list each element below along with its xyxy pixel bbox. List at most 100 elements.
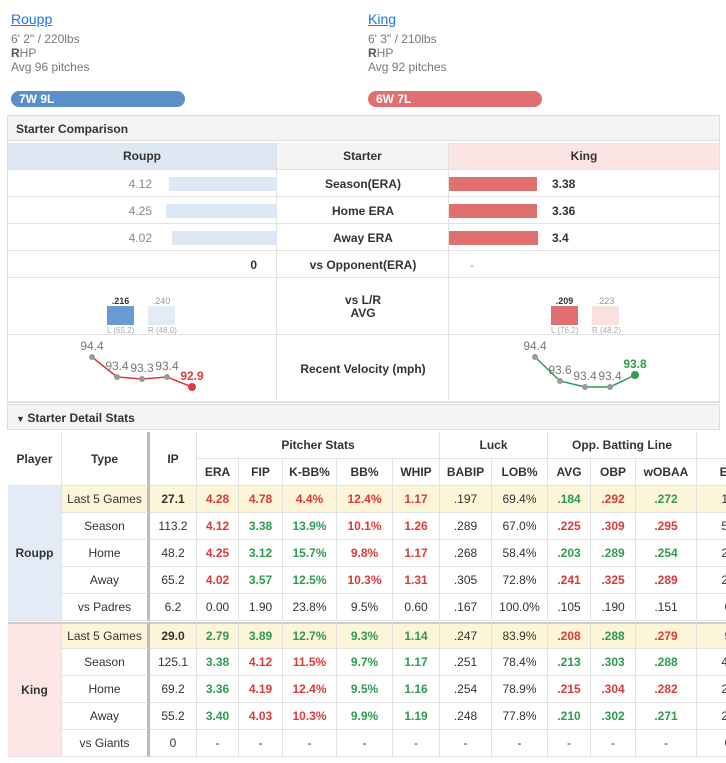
stat-cell: - bbox=[393, 730, 440, 757]
comparison-cell bbox=[277, 224, 449, 251]
stat-cell: .184 bbox=[548, 486, 591, 513]
header-cell: K-BB% bbox=[283, 459, 337, 486]
stat-cell: .271 bbox=[636, 703, 697, 730]
comparison-value: 3.38 bbox=[552, 177, 576, 191]
stat-cell: .151 bbox=[636, 594, 697, 621]
collapse-icon[interactable]: ▼ bbox=[16, 414, 28, 424]
stat-cell: .254 bbox=[636, 540, 697, 567]
comparison-cell bbox=[449, 197, 720, 224]
split-pa: R (48.2) bbox=[592, 326, 621, 335]
stat-cell: 15.7% bbox=[283, 540, 337, 567]
header-cell: BB% bbox=[337, 459, 393, 486]
ip-cell: 0 bbox=[150, 730, 197, 757]
section-header: ▼ Starter Detail Stats bbox=[7, 404, 720, 430]
stat-cell: 13 bbox=[697, 486, 726, 513]
pitcher-avg-pitches: Avg 96 pitches bbox=[11, 60, 90, 74]
stat-cell: .302 bbox=[591, 703, 636, 730]
stat-cell: 3.36 bbox=[197, 676, 239, 703]
pitcher-hand: RHP bbox=[11, 46, 36, 60]
stat-cell: .305 bbox=[440, 567, 492, 594]
comparison-value: 4.25 bbox=[128, 204, 152, 218]
stat-cell: 47 bbox=[697, 649, 726, 676]
stat-cell: .190 bbox=[591, 594, 636, 621]
ip-cell: 113.2 bbox=[150, 513, 197, 540]
stat-cell: .289 bbox=[636, 567, 697, 594]
stat-cell: 0 bbox=[697, 594, 726, 621]
stat-cell: 9.5% bbox=[337, 594, 393, 621]
stat-cell: 4.12 bbox=[239, 649, 283, 676]
stat-cell: 100.0% bbox=[492, 594, 548, 621]
stat-cell: 4.25 bbox=[197, 540, 239, 567]
pitcher-hand: RHP bbox=[368, 46, 393, 60]
text: vs L/R bbox=[344, 293, 381, 307]
stat-cell: 12.4% bbox=[283, 676, 337, 703]
split-avg: .223 bbox=[596, 296, 615, 306]
stat-cell: 26 bbox=[697, 676, 726, 703]
stat-cell: 67.0% bbox=[492, 513, 548, 540]
header-cell: ER bbox=[697, 459, 726, 486]
split-bar bbox=[592, 306, 619, 325]
ip-cell: 27.1 bbox=[150, 486, 197, 513]
stat-cell: - bbox=[492, 730, 548, 757]
stat-cell: - bbox=[591, 730, 636, 757]
ip-cell: 6.2 bbox=[150, 594, 197, 621]
stat-cell: 1.19 bbox=[393, 703, 440, 730]
pitcher-name[interactable]: King bbox=[368, 11, 397, 27]
header-cell: wOBAA bbox=[636, 459, 697, 486]
split-avg: .216 bbox=[111, 296, 130, 306]
stat-cell: 29 bbox=[697, 567, 726, 594]
header-cell: Type bbox=[62, 432, 150, 486]
stat-cell: 69.4% bbox=[492, 486, 548, 513]
type-cell: Last 5 Games bbox=[62, 622, 150, 649]
header-cell: Player bbox=[8, 432, 62, 486]
comparison-cell bbox=[8, 278, 277, 335]
stat-cell: .279 bbox=[636, 622, 697, 649]
stat-cell: 1.26 bbox=[393, 513, 440, 540]
stat-cell: - bbox=[636, 730, 697, 757]
stat-cell: 10.3% bbox=[283, 703, 337, 730]
stat-cell: 1.14 bbox=[393, 622, 440, 649]
ip-cell: 125.1 bbox=[150, 649, 197, 676]
comparison-bar bbox=[449, 231, 538, 245]
stat-cell: 3.38 bbox=[239, 513, 283, 540]
stat-cell: .268 bbox=[440, 540, 492, 567]
stat-cell: .225 bbox=[548, 513, 591, 540]
text: HP bbox=[19, 46, 37, 60]
stat-cell: .289 bbox=[591, 540, 636, 567]
section-header: Starter Comparison bbox=[7, 115, 720, 141]
comparison-cell bbox=[449, 278, 720, 335]
ip-cell: 69.2 bbox=[150, 676, 197, 703]
stat-cell: 9.3% bbox=[337, 622, 393, 649]
player-cell: Roupp bbox=[8, 486, 62, 621]
comparison-value: 0 bbox=[250, 258, 257, 272]
stat-cell: .105 bbox=[548, 594, 591, 621]
stat-cell: .309 bbox=[591, 513, 636, 540]
type-cell: vs Giants bbox=[62, 730, 150, 757]
record-pill: 6W 7L bbox=[368, 91, 542, 107]
split-pa: R (48.0) bbox=[148, 326, 177, 335]
comparison-cell bbox=[277, 251, 449, 278]
stat-cell: .254 bbox=[440, 676, 492, 703]
pitcher-size: 6' 3" / 210lbs bbox=[368, 32, 437, 46]
type-cell: Last 5 Games bbox=[62, 486, 150, 513]
comparison-bar bbox=[172, 231, 277, 245]
stat-cell: 0.00 bbox=[197, 594, 239, 621]
comparison-cell bbox=[8, 251, 277, 278]
stat-cell: 9.7% bbox=[337, 649, 393, 676]
stat-cell: 4.4% bbox=[283, 486, 337, 513]
stat-cell: 1.31 bbox=[393, 567, 440, 594]
type-cell: Season bbox=[62, 513, 150, 540]
comparison-bar bbox=[166, 204, 277, 218]
stat-cell: .167 bbox=[440, 594, 492, 621]
type-cell: Season bbox=[62, 649, 150, 676]
stat-cell: 9.9% bbox=[337, 703, 393, 730]
stat-cell: .289 bbox=[440, 513, 492, 540]
header-cell: ERA bbox=[197, 459, 239, 486]
comparison-label: Away ERA bbox=[333, 231, 393, 245]
stat-cell: 23.8% bbox=[283, 594, 337, 621]
pitcher-name[interactable]: Roupp bbox=[11, 11, 53, 27]
text: R bbox=[11, 46, 20, 60]
pitcher-avg-pitches: Avg 92 pitches bbox=[368, 60, 447, 74]
type-cell: Away bbox=[62, 703, 150, 730]
split-bar bbox=[551, 306, 578, 325]
